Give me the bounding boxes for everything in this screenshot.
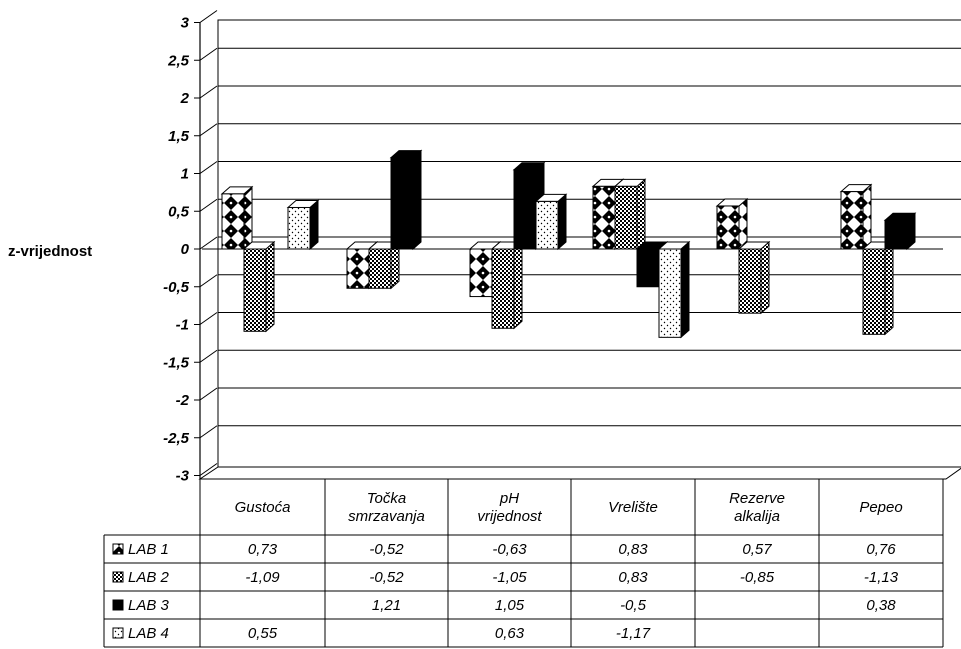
legend-entry: LAB 2 [128, 569, 170, 586]
data-label: -1,13 [864, 569, 899, 586]
plot-back-wall [217, 19, 961, 468]
x-tick-label: pH [499, 490, 519, 507]
y-tick-label: 1,5 [168, 128, 190, 145]
data-label: -0,5 [620, 597, 647, 614]
bar [242, 240, 276, 333]
y-tick-label: 0 [181, 241, 190, 258]
data-label: -0,85 [740, 569, 775, 586]
y-tick-label: -3 [176, 468, 190, 485]
data-label: -1,05 [492, 569, 527, 586]
data-label: 0,73 [248, 541, 278, 558]
x-tick-label: Rezerve [729, 490, 785, 507]
data-label: 0,83 [618, 541, 648, 558]
bar [490, 240, 524, 330]
data-label: 0,57 [742, 541, 772, 558]
y-axis: 3 2,5 2 1,5 1 0,5 0 -0,5 -1 -1,5 -2 -2,5 -3 [163, 10, 218, 485]
bar [286, 199, 320, 251]
data-label: -1,09 [245, 569, 280, 586]
legend-key [112, 571, 124, 583]
data-label: -0,52 [369, 569, 404, 586]
y-tick-connector [199, 312, 218, 325]
y-tick-connector [199, 10, 218, 23]
data-label: -0,63 [492, 541, 527, 558]
bars-layer [220, 149, 917, 339]
legend-key [112, 627, 124, 639]
y-tick-label: -1 [176, 317, 189, 334]
y-tick-label: -2 [176, 392, 190, 409]
y-tick-connector [199, 349, 218, 363]
y-tick-connector [199, 198, 218, 212]
y-tick-label: -1,5 [163, 354, 190, 371]
legend-entry: LAB 1 [128, 541, 169, 558]
legend-entry: LAB 3 [128, 597, 170, 614]
y-tick-connector [199, 387, 218, 401]
y-tick-label: 2 [180, 90, 190, 107]
data-label: 1,21 [372, 597, 401, 614]
y-tick-label: 2,5 [167, 52, 190, 69]
plot-floor [198, 466, 961, 480]
bar [389, 149, 423, 251]
data-label: 0,38 [866, 597, 896, 614]
legend-key [112, 599, 124, 611]
y-tick-connector [199, 47, 218, 61]
y-tick-label: 3 [181, 15, 190, 32]
data-label: 0,55 [248, 625, 278, 642]
data-label: 1,05 [495, 597, 525, 614]
data-label: 0,83 [618, 569, 648, 586]
x-tick-label: alkalija [734, 508, 780, 525]
x-tick-label: Vrelište [608, 499, 658, 516]
y-tick-label: 1 [181, 166, 189, 183]
y-tick-label: -2,5 [163, 430, 190, 447]
bar [839, 183, 873, 251]
y-tick-label: -0,5 [163, 279, 190, 296]
bar [657, 240, 691, 339]
data-label: 0,63 [495, 625, 525, 642]
bar [861, 240, 895, 336]
bar [883, 212, 917, 251]
y-tick-connector [199, 161, 218, 174]
legend-key [112, 543, 124, 555]
legend-entry: LAB 4 [128, 625, 169, 642]
bar [220, 185, 254, 251]
bar [534, 193, 568, 251]
y-axis-label: z-vrijednost [8, 243, 92, 260]
bar [715, 197, 749, 251]
x-tick-label: Točka [367, 490, 406, 507]
y-tick-connector [199, 274, 218, 288]
plot-area [198, 19, 961, 480]
bar [737, 240, 771, 315]
data-label: -0,52 [369, 541, 404, 558]
x-tick-label: vrijednost [477, 508, 542, 525]
bar [613, 178, 647, 251]
y-tick-connector [199, 85, 218, 99]
y-tick-connector [199, 463, 218, 476]
data-label: -1,17 [616, 625, 651, 642]
y-tick-label: 0,5 [168, 203, 190, 220]
x-tick-label: Gustoća [235, 499, 291, 516]
x-tick-label: Pepeo [859, 499, 902, 516]
y-tick-connector [199, 123, 218, 137]
x-tick-label: smrzavanja [348, 508, 425, 525]
y-tick-connector [199, 236, 218, 250]
y-tick-connector [199, 425, 218, 439]
data-label: 0,76 [866, 541, 896, 558]
